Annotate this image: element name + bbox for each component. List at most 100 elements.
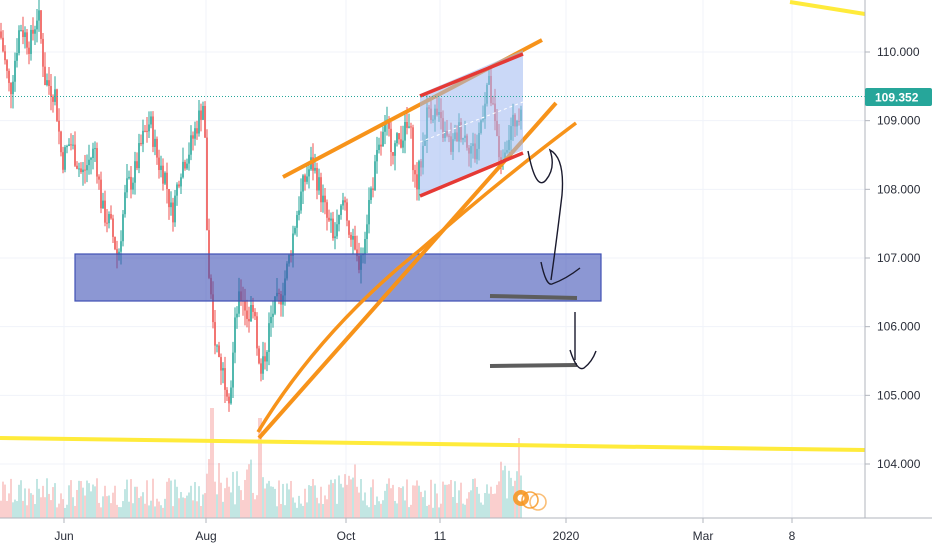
event-marker[interactable] (513, 490, 547, 511)
volume-bar (234, 504, 236, 518)
candle-body (306, 176, 308, 182)
demand-zone[interactable] (74, 253, 602, 302)
current-price-label: 109.352 (875, 91, 919, 105)
curved-trend-line[interactable] (256, 121, 578, 433)
candle-body (96, 148, 98, 177)
volume-bar (410, 504, 412, 518)
candle-body (12, 81, 14, 95)
volume-bar (462, 503, 464, 518)
volume-bar (284, 505, 286, 518)
candle-body (110, 214, 112, 219)
candle-body (160, 165, 162, 171)
volume-bar (370, 487, 372, 518)
candle-body (162, 165, 164, 184)
volume-bar (492, 493, 494, 518)
volume-bar (148, 505, 150, 518)
volume-bar (120, 507, 122, 518)
candle-body (132, 182, 134, 190)
volume-bar (452, 497, 454, 518)
volume-bar (60, 493, 62, 518)
drawing-tools[interactable] (0, 0, 866, 452)
candle-body (350, 234, 352, 240)
x-tick-label: Aug (195, 529, 216, 543)
candle-body (378, 144, 380, 151)
candle-body (128, 176, 130, 179)
volume-bar (288, 489, 290, 518)
volume-bar (8, 493, 10, 518)
candle-body (300, 191, 302, 211)
candle-body (256, 316, 258, 349)
volume-bar (312, 478, 314, 518)
candle-body (124, 192, 126, 215)
channel-bottom-line[interactable] (419, 151, 524, 198)
channel-top-line[interactable] (419, 52, 524, 98)
volume-bar (226, 477, 228, 518)
volume-bar (134, 486, 136, 518)
candle-body (64, 147, 66, 170)
candle-body (294, 227, 296, 234)
candle-body (364, 238, 366, 254)
volume-bar (300, 503, 302, 518)
volume-bar (42, 485, 44, 518)
volume-bar (88, 483, 90, 518)
volume-bar (372, 479, 374, 518)
x-axis-panel[interactable] (0, 518, 865, 550)
candle-body (324, 195, 326, 203)
volume-bar (460, 482, 462, 518)
volume-bar (248, 464, 250, 518)
candle-body (264, 356, 266, 362)
volume-bar (348, 475, 350, 518)
volume-bar (472, 478, 474, 518)
candle-body (380, 144, 382, 147)
volume-bar (174, 479, 176, 518)
candle-body (320, 177, 322, 203)
candle-body (56, 89, 58, 121)
volume-bar (376, 496, 378, 518)
candle-body (8, 70, 10, 83)
volume-bar (30, 493, 32, 518)
volume-bar (244, 479, 246, 518)
volume-bar (156, 498, 158, 518)
volume-bar (90, 491, 92, 518)
volume-bar (32, 494, 34, 518)
volume-bar (150, 500, 152, 518)
candle-body (178, 184, 180, 187)
volume-bar (202, 494, 204, 518)
candle-body (272, 313, 274, 317)
candle-body (30, 29, 32, 54)
candle-body (40, 10, 42, 39)
volume-bar (124, 489, 126, 518)
target-line-1[interactable] (489, 294, 578, 300)
candle-body (164, 172, 166, 184)
candle-body (168, 188, 170, 208)
volume-bar (278, 480, 280, 518)
volume-bar (92, 484, 94, 518)
volume-bar (418, 485, 420, 518)
volume-bar (364, 492, 366, 518)
candle-body (398, 133, 400, 140)
target-line-2[interactable] (489, 363, 578, 368)
candle-body (120, 241, 122, 252)
volume-bar (178, 498, 180, 518)
candle-body (16, 53, 18, 61)
candle-body (336, 224, 338, 237)
y-tick-label: 108.000 (877, 182, 921, 196)
candle-body (410, 126, 412, 128)
candle-body (404, 122, 406, 141)
candle-body (396, 133, 398, 144)
volume-bar (404, 500, 406, 518)
x-tick-label: 11 (434, 529, 447, 543)
candle-body (312, 157, 314, 171)
volume-bar (302, 505, 304, 518)
volume-bar (328, 484, 330, 518)
resistance-line[interactable] (789, 0, 866, 16)
volume-bar (24, 488, 26, 518)
volume-bar (494, 493, 496, 518)
support-line[interactable] (0, 436, 866, 452)
volume-bar (384, 490, 386, 518)
volume-bar (392, 484, 394, 518)
volume-bar (62, 499, 64, 518)
volume-bar (6, 500, 8, 518)
candle-body (216, 345, 218, 347)
